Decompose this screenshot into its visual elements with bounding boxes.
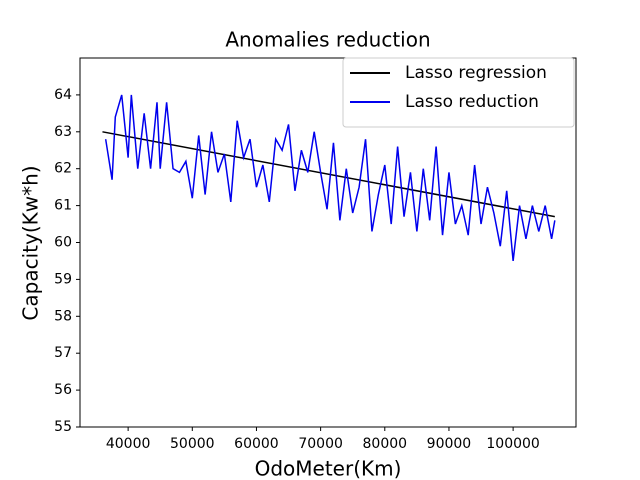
y-tick-label: 60 <box>54 235 72 251</box>
x-tick-label: 50000 <box>170 436 215 452</box>
x-tick-label: 80000 <box>363 436 408 452</box>
x-axis-label: OdoMeter(Km) <box>255 457 402 480</box>
y-tick-label: 59 <box>54 271 72 287</box>
y-tick-label: 58 <box>54 308 72 324</box>
x-tick-label: 70000 <box>298 436 343 452</box>
legend-label: Lasso reduction <box>405 92 539 112</box>
y-tick-label: 55 <box>54 419 72 435</box>
series-line <box>104 94 556 262</box>
y-tick-label: 61 <box>54 198 72 214</box>
y-axis-label: Capacity(Kw*h) <box>19 165 43 320</box>
x-tick-label: 100000 <box>486 436 539 452</box>
chart-title: Anomalies reduction <box>225 28 430 52</box>
legend-box <box>342 57 575 128</box>
x-tick-label: 60000 <box>234 436 279 452</box>
y-tick-label: 64 <box>54 87 72 103</box>
x-tick-label: 90000 <box>427 436 472 452</box>
y-tick-label: 62 <box>54 161 72 177</box>
x-tick-label: 40000 <box>106 436 151 452</box>
y-tick-label: 57 <box>54 345 72 361</box>
plot-frame <box>79 57 577 428</box>
y-tick-label: 56 <box>54 382 72 398</box>
legend-label: Lasso regression <box>405 63 547 83</box>
y-tick-label: 63 <box>54 124 72 140</box>
